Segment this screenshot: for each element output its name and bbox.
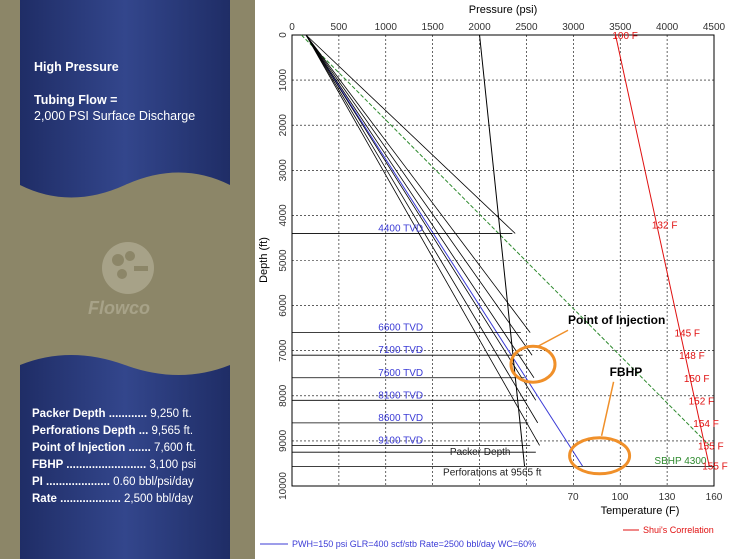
stat-point-of-injection: Point of Injection ....... 7,600 ft. bbox=[32, 442, 196, 454]
stat-pi: PI .................... 0.60 bbl/psi/day bbox=[32, 476, 194, 488]
sbhp-label: SBHP 4300 bbox=[654, 456, 707, 467]
depth-tick-label: 4000 bbox=[278, 204, 289, 227]
pressure-tick-label: 0 bbox=[289, 22, 295, 33]
blue-series-line bbox=[305, 34, 584, 467]
depth-tick-label: 9000 bbox=[278, 429, 289, 452]
pressure-tick-label: 1000 bbox=[375, 22, 398, 33]
gradient-curve bbox=[305, 34, 540, 446]
temperature-label: 132 F bbox=[652, 220, 678, 231]
pressure-tick-label: 4500 bbox=[703, 22, 726, 33]
pressure-tick-label: 4000 bbox=[656, 22, 679, 33]
depth-tick-label: 6000 bbox=[278, 294, 289, 317]
valve-label: 4400 TVD bbox=[378, 223, 423, 234]
pressure-tick-label: 500 bbox=[331, 22, 348, 33]
footer-caption: PWH=150 psi GLR=400 scf/stb Rate=2500 bb… bbox=[292, 539, 536, 549]
correlation-label: Shui's Correlation bbox=[643, 525, 714, 535]
stats-banner: Packer Depth ............ 9,250 ft. Perf… bbox=[20, 345, 230, 559]
pressure-tick-label: 3000 bbox=[562, 22, 585, 33]
temperature-label: 155 F bbox=[698, 441, 724, 452]
gradient-curve bbox=[305, 34, 531, 333]
left-panel: High Pressure Tubing Flow = 2,000 PSI Su… bbox=[0, 0, 250, 559]
series-lines bbox=[301, 34, 710, 467]
depth-tick-label: 8000 bbox=[278, 384, 289, 407]
chart-labels: 4400 TVD 6600 TVD 7100 TVD 7600 TVD 8100 TVD… bbox=[378, 31, 728, 478]
pressure-tick-label: 3500 bbox=[609, 22, 632, 33]
depth-tick-label: 2000 bbox=[278, 114, 289, 137]
injection-arrow bbox=[537, 329, 569, 347]
depth-tick-label: 10000 bbox=[278, 472, 289, 500]
pressure-tick-label: 2000 bbox=[468, 22, 491, 33]
stat-perforations-depth: Perforations Depth ... 9,565 ft. bbox=[32, 425, 194, 437]
valve-label: 7600 TVD bbox=[378, 368, 423, 379]
green-series-line bbox=[301, 34, 710, 446]
fbhp-annotation: FBHP bbox=[610, 365, 643, 379]
depth-tick-label: 0 bbox=[278, 32, 289, 38]
temperature-label: 150 F bbox=[684, 374, 710, 385]
logo-text: Flowco bbox=[88, 298, 150, 318]
perforation-label: Perforations at 9565 ft bbox=[443, 467, 542, 478]
panel-title: High Pressure bbox=[34, 60, 119, 74]
pressure-depth-chart: 0 500 1000 1500 2000 2500 3000 3500 4000 4500 0 100… bbox=[258, 4, 728, 549]
temperature-tick-label: 100 bbox=[612, 492, 629, 503]
depth-tick-label: 7000 bbox=[278, 339, 289, 362]
gradient-curve bbox=[305, 34, 539, 424]
temperature-label: 100 F bbox=[612, 31, 638, 42]
depth-tick-label: 1000 bbox=[278, 69, 289, 92]
gradient-curve bbox=[305, 34, 535, 378]
injection-circle bbox=[509, 344, 557, 384]
fbhp-arrow bbox=[600, 381, 615, 436]
temperature-label: 148 F bbox=[679, 351, 705, 362]
stat-packer-depth: Packer Depth ............ 9,250 ft. bbox=[32, 408, 192, 420]
depth-tick-label: 3000 bbox=[278, 159, 289, 182]
depth-axis-label: Depth (ft) bbox=[258, 237, 270, 283]
injection-annotation: Point of Injection bbox=[568, 313, 665, 327]
temperature-label: 154 F bbox=[693, 419, 719, 430]
gradient-curve bbox=[305, 34, 533, 356]
tubing-flow-value: 2,000 PSI Surface Discharge bbox=[34, 109, 196, 123]
temperature-label: 145 F bbox=[674, 329, 700, 340]
stat-fbhp: FBHP ......................... 3,100 psi bbox=[32, 459, 197, 471]
valve-label: 9100 TVD bbox=[378, 435, 423, 446]
stat-rate: Rate ................... 2,500 bbl/day bbox=[32, 493, 194, 505]
gradient-curve bbox=[305, 34, 516, 234]
temperature-tick-label: 160 bbox=[706, 492, 723, 503]
valve-label: 7100 TVD bbox=[378, 345, 423, 356]
depth-tick-label: 5000 bbox=[278, 249, 289, 272]
fbhp-circle bbox=[568, 436, 632, 476]
grid bbox=[291, 34, 715, 487]
banner-shape bbox=[20, 355, 230, 559]
valve-label: 8600 TVD bbox=[378, 413, 423, 424]
temperature-tick-label: 70 bbox=[567, 492, 579, 503]
gradient-curve bbox=[305, 34, 537, 401]
red-series-line bbox=[615, 34, 710, 467]
title-banner: High Pressure Tubing Flow = 2,000 PSI Su… bbox=[20, 0, 230, 205]
flowco-logo-icon bbox=[102, 242, 154, 294]
tubing-flow-label: Tubing Flow = bbox=[34, 93, 118, 107]
packer-label: Packer Depth bbox=[450, 447, 511, 458]
chart-area: 0 500 1000 1500 2000 2500 3000 3500 4000 4500 0 100… bbox=[255, 0, 750, 559]
pressure-tick-label: 2500 bbox=[515, 22, 538, 33]
temperature-axis-label: Temperature (F) bbox=[601, 505, 680, 517]
black-series-line bbox=[479, 34, 526, 467]
temperature-tick-label: 130 bbox=[659, 492, 676, 503]
valve-label: 8100 TVD bbox=[378, 390, 423, 401]
pressure-tick-label: 1500 bbox=[422, 22, 445, 33]
temperature-label: 155 F bbox=[702, 462, 728, 473]
banner-shape bbox=[20, 0, 230, 198]
temperature-label: 152 F bbox=[689, 396, 715, 407]
valve-lines bbox=[292, 233, 714, 467]
axis-ticks: 0 500 1000 1500 2000 2500 3000 3500 4000 4500 0 100… bbox=[278, 22, 726, 503]
pressure-axis-label: Pressure (psi) bbox=[469, 4, 537, 16]
valve-label: 6600 TVD bbox=[378, 323, 423, 334]
